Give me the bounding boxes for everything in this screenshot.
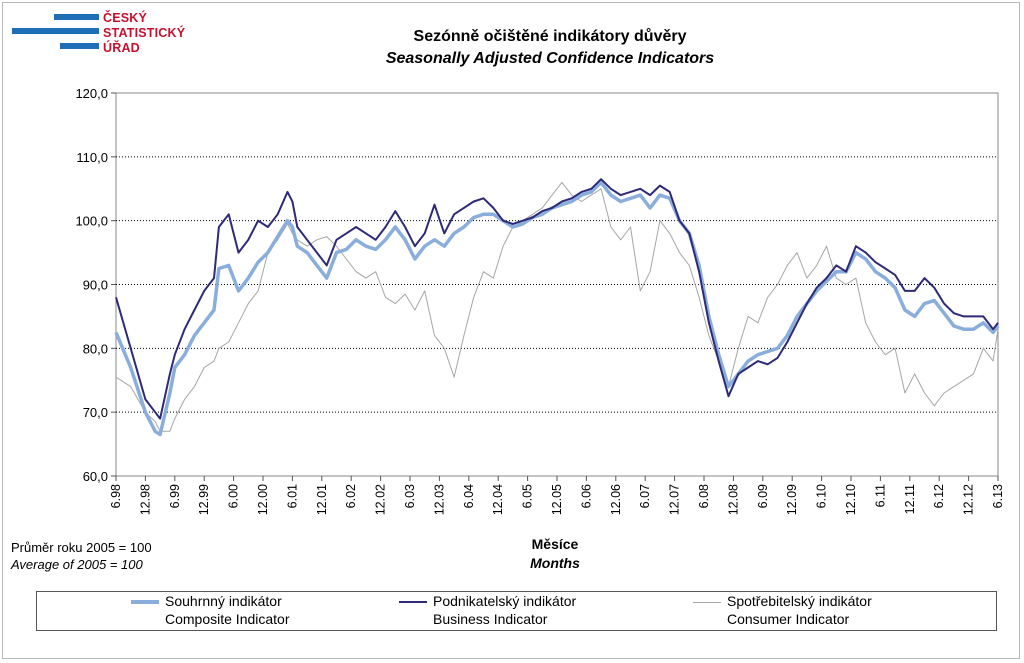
legend-label-business-en: Business Indicator: [433, 611, 548, 627]
x-tick-label: 6.00: [227, 484, 241, 508]
y-tick-label: 100,0: [75, 214, 108, 229]
legend-swatch-consumer: [693, 602, 721, 603]
x-tick-label: 12.98: [138, 484, 152, 515]
x-tick-label: 12.01: [315, 484, 329, 515]
x-tick-label: 6.05: [521, 484, 535, 508]
x-tick-label: 12.09: [785, 484, 799, 515]
chart-legend: Souhrnný indikátor Composite Indicator P…: [36, 591, 997, 631]
x-tick-label: 6.13: [991, 484, 1005, 508]
x-tick-label: 12.08: [726, 484, 740, 515]
x-tick-label: 12.05: [550, 484, 564, 515]
chart-title-cz: Sezónně očištěné indikátory důvěry: [413, 28, 687, 45]
y-tick-label: 70,0: [83, 405, 108, 420]
x-tick-label: 6.09: [756, 484, 770, 508]
x-tick-label: 12.11: [903, 484, 917, 514]
line-chart: 60,0 70,0 80,0 90,0 100,0 110,0 120,0 6.98 12.98…: [75, 86, 1005, 515]
x-tick-label: 6.04: [462, 484, 476, 508]
x-tick-label: 6.03: [403, 484, 417, 508]
x-tick-label: 6.11: [873, 484, 887, 507]
legend-label-consumer-en: Consumer Indicator: [727, 611, 850, 627]
x-tick-label: 12.10: [844, 484, 858, 515]
y-tick-label: 90,0: [83, 278, 108, 293]
x-tick-label: 6.06: [579, 484, 593, 508]
x-tick-label: 6.01: [285, 484, 299, 508]
czso-logo: ČESKÝ STATISTICKÝ ÚŘAD: [12, 10, 202, 58]
x-tick-label: 6.07: [638, 484, 652, 508]
legend-label-composite-cz: Souhrnný indikátor: [165, 593, 282, 609]
logo-line: ÚŘAD: [103, 41, 140, 55]
x-tick-label: 12.00: [256, 484, 270, 515]
logo-stripe: [60, 43, 99, 49]
x-axis-title-cz: Měsíce: [531, 536, 579, 552]
base-note-en: Average of 2005 = 100: [11, 557, 143, 572]
legend-label-consumer: Spotřebitelský indikátor Consumer Indica…: [727, 592, 872, 628]
x-tick-label: 12.04: [491, 484, 505, 515]
y-tick-label: 110,0: [76, 150, 108, 165]
x-tick-label: 6.98: [109, 484, 123, 508]
logo-stripe: [12, 28, 99, 34]
legend-label-business-cz: Podnikatelský indikátor: [433, 593, 577, 609]
chart-title-en: Seasonally Adjusted Confidence Indicator…: [385, 50, 715, 67]
x-tick-label: 6.02: [344, 484, 358, 508]
x-tick-label: 6.08: [697, 484, 711, 508]
legend-label-composite: Souhrnný indikátor Composite Indicator: [165, 592, 290, 628]
legend-swatch-business: [399, 601, 427, 603]
logo-line: ČESKÝ: [103, 11, 148, 25]
x-axis-title-en: Months: [530, 555, 580, 571]
x-tick-label: 12.06: [609, 484, 623, 515]
x-tick-label: 12.99: [197, 484, 211, 515]
x-tick-label: 12.02: [374, 484, 388, 515]
legend-label-business: Podnikatelský indikátor Business Indicat…: [433, 592, 576, 628]
base-note-cz: Průměr roku 2005 = 100: [11, 540, 152, 555]
series-line-consumer: [115, 181, 999, 432]
logo-stripe: [54, 14, 99, 20]
x-tick-label: 12.03: [432, 484, 446, 515]
legend-swatch-composite: [131, 600, 159, 604]
x-tick-label: 12.07: [668, 484, 682, 515]
y-tick-label: 120,0: [75, 86, 108, 101]
x-tick-label: 6.12: [932, 484, 946, 508]
y-tick-label: 60,0: [83, 469, 108, 484]
series-line-business: [115, 178, 999, 420]
logo-line: STATISTICKÝ: [103, 26, 186, 40]
legend-label-composite-en: Composite Indicator: [165, 611, 290, 627]
y-tick-label: 80,0: [83, 341, 108, 356]
x-tick-label: 6.99: [168, 484, 182, 508]
x-tick-label: 6.10: [815, 484, 829, 508]
legend-label-consumer-cz: Spotřebitelský indikátor: [727, 593, 872, 609]
x-tick-label: 12.12: [962, 484, 976, 515]
